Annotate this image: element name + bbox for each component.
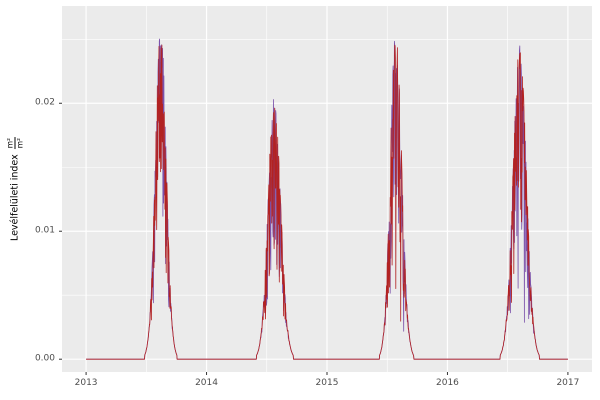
- red-line: [86, 44, 568, 360]
- x-tick-label: 2017: [556, 378, 580, 388]
- fraction-numerator: m²: [5, 136, 16, 150]
- x-tick-label: 2014: [195, 378, 218, 388]
- y-tick-label: 0.02: [34, 97, 55, 108]
- x-tick-label: 2016: [436, 378, 459, 388]
- x-tick-label: 2013: [74, 378, 98, 388]
- y-tick-label: 0.01: [34, 225, 55, 236]
- y-tick-label: 0.00: [34, 353, 55, 364]
- y-axis-title-fraction: m² m²: [5, 136, 25, 150]
- fraction-denominator: m²: [15, 137, 25, 149]
- x-tick-label: 2015: [315, 378, 339, 388]
- y-axis-title: Levélfelületi index m² m²: [5, 136, 25, 241]
